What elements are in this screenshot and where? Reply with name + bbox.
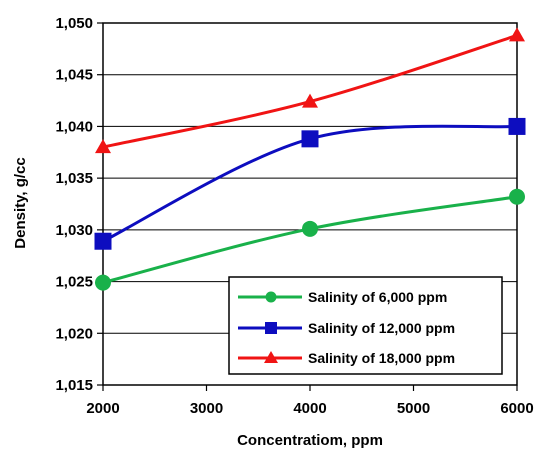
data-point-square — [94, 232, 112, 250]
series-layer — [94, 27, 526, 291]
y-tick-label: 1,050 — [55, 15, 93, 32]
series-line — [102, 195, 518, 285]
data-point-circle — [509, 188, 525, 205]
y-tick-label: 1,025 — [55, 274, 93, 291]
legend-label: Salinity of 18,000 ppm — [308, 350, 455, 366]
y-tick-label: 1,045 — [55, 67, 93, 84]
legend-item-salinity-18000: Salinity of 18,000 ppm — [238, 350, 455, 366]
legend: Salinity of 6,000 ppm Salinity of 12,000… — [228, 276, 503, 375]
y-tick-label: 1,035 — [55, 170, 93, 187]
legend-label: Salinity of 6,000 ppm — [308, 289, 447, 305]
data-point-square — [301, 130, 319, 148]
x-tick-label: 2000 — [86, 400, 119, 417]
x-tick-label: 5000 — [397, 400, 430, 417]
x-tick-label: 4000 — [293, 400, 326, 417]
data-point-circle — [302, 220, 318, 237]
series-2 — [94, 117, 526, 250]
data-point-triangle — [302, 93, 318, 108]
series-1 — [95, 188, 525, 291]
y-tick-label: 1,015 — [55, 377, 93, 394]
data-point-triangle — [509, 27, 525, 42]
x-tick-label: 3000 — [190, 400, 223, 417]
legend-label: Salinity of 12,000 ppm — [308, 320, 455, 336]
legend-triangle-marker — [264, 351, 278, 363]
y-axis-title: Density, g/cc — [12, 157, 29, 248]
x-tick-label: 6000 — [500, 400, 533, 417]
x-axis-title: Concentratiom, ppm — [237, 432, 383, 449]
data-point-square — [508, 117, 526, 135]
y-tick-label: 1,040 — [55, 118, 93, 135]
tick-labels: 1,015 1,020 1,025 1,030 1,035 1,040 1,045 1,050… — [55, 15, 533, 417]
y-tick-label: 1,020 — [55, 325, 93, 342]
legend-item-salinity-6000: Salinity of 6,000 ppm — [238, 289, 447, 305]
series-3 — [95, 27, 525, 154]
y-tick-label: 1,030 — [55, 222, 93, 239]
data-point-circle — [95, 274, 111, 291]
legend-item-salinity-12000: Salinity of 12,000 ppm — [238, 320, 455, 336]
data-point-triangle — [95, 139, 111, 154]
legend-circle-marker — [265, 291, 277, 303]
legend-square-marker — [265, 322, 277, 334]
